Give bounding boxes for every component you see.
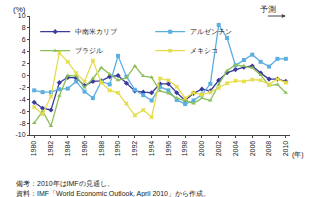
svg-text:1996: 1996: [165, 141, 172, 157]
svg-text:1982: 1982: [47, 141, 54, 157]
svg-text:4: 4: [22, 48, 26, 55]
svg-text:メキシコ: メキシコ: [190, 47, 218, 54]
svg-text:(年): (年): [292, 151, 304, 159]
svg-text:ブラジル: ブラジル: [75, 47, 103, 54]
svg-text:-10: -10: [15, 131, 25, 138]
svg-text:-8: -8: [19, 120, 25, 127]
svg-text:-6: -6: [19, 108, 25, 115]
svg-text:1998: 1998: [181, 141, 188, 157]
svg-text:中南米カリブ: 中南米カリブ: [75, 28, 118, 35]
svg-text:1992: 1992: [131, 141, 138, 157]
svg-text:-4: -4: [19, 96, 25, 103]
svg-text:1990: 1990: [114, 141, 121, 157]
svg-text:1984: 1984: [64, 141, 71, 157]
svg-text:アルゼンチン: アルゼンチン: [190, 28, 232, 35]
svg-text:(%): (%): [13, 5, 26, 14]
svg-text:0: 0: [22, 72, 26, 79]
svg-text:1994: 1994: [148, 141, 155, 157]
svg-text:8: 8: [22, 24, 26, 31]
svg-text:2008: 2008: [265, 141, 272, 157]
svg-text:予測: 予測: [260, 5, 276, 14]
svg-text:備考：2010年はIMFの見通し。: 備考：2010年はIMFの見通し。: [16, 180, 114, 188]
svg-text:2006: 2006: [249, 141, 256, 157]
svg-text:10: 10: [18, 12, 26, 19]
svg-text:2000: 2000: [198, 141, 205, 157]
svg-text:資料：IMF「World Economic Outlook,: 資料：IMF「World Economic Outlook, April 201…: [16, 190, 210, 197]
svg-text:2004: 2004: [232, 141, 239, 157]
svg-text:-2: -2: [19, 84, 25, 91]
svg-text:6: 6: [22, 36, 26, 43]
svg-text:1988: 1988: [98, 141, 105, 157]
svg-text:2: 2: [22, 60, 26, 67]
svg-text:1980: 1980: [30, 141, 37, 157]
svg-text:2010: 2010: [282, 141, 289, 157]
svg-text:1986: 1986: [81, 141, 88, 157]
svg-text:2002: 2002: [215, 141, 222, 157]
